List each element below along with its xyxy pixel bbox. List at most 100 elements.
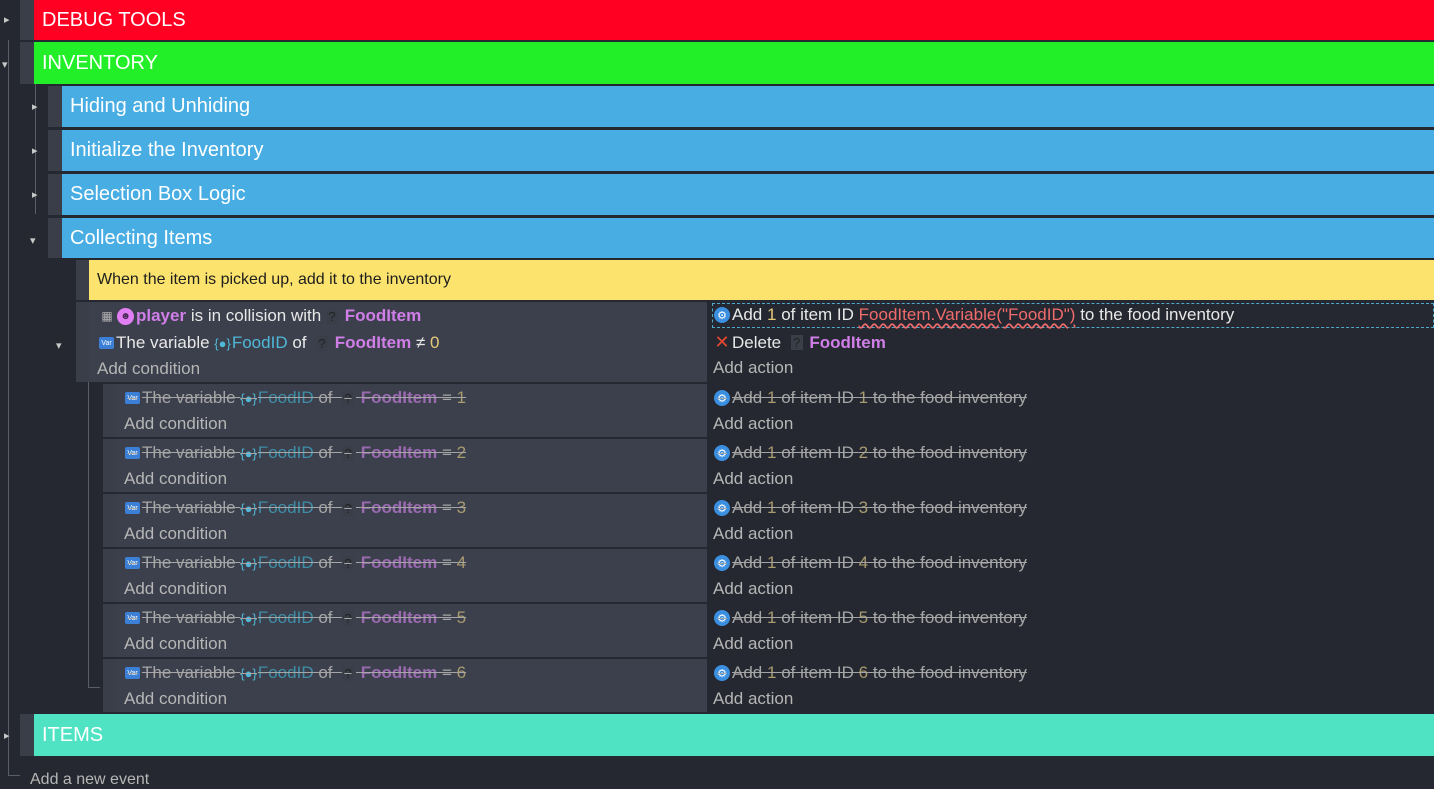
variable-brace-icon: {●} [240, 390, 257, 406]
action-text: of item ID [781, 443, 854, 462]
action-text: to the food inventory [872, 388, 1027, 407]
condition-variable-disabled[interactable]: Var The variable {●} FoodID of ? FoodIte… [125, 443, 466, 463]
object-name: FoodItem [360, 388, 438, 407]
expand-arrow-icon[interactable]: ▸ [4, 14, 10, 26]
group-inventory[interactable]: INVENTORY [34, 42, 1434, 84]
add-action-link[interactable]: Add action [713, 414, 794, 433]
action-add-item-disabled[interactable]: ⚙ Add 1 of item ID 6 to the food invento… [714, 663, 1027, 683]
condition-variable-disabled[interactable]: Var The variable {●} FoodID of ? FoodIte… [125, 498, 466, 518]
extension-gear-icon: ⚙ [714, 390, 730, 406]
group-label: Hiding and Unhiding [70, 95, 251, 117]
expand-arrow-icon[interactable]: ▸ [32, 189, 38, 201]
condition-variable-disabled[interactable]: Var The variable {●} FoodID of ? FoodIte… [125, 663, 466, 683]
add-condition-link[interactable]: Add condition [124, 524, 228, 543]
action-add-item[interactable]: ⚙ Add 1 of item ID FoodItem.Variable("Fo… [714, 305, 1234, 325]
action-text: to the food inventory [1080, 305, 1235, 324]
action-add-item-disabled[interactable]: ⚙ Add 1 of item ID 1 to the food invento… [714, 388, 1027, 408]
action-text: Add [732, 553, 763, 572]
value: 1 [766, 608, 777, 627]
action-add-item-disabled[interactable]: ⚙ Add 1 of item ID 5 to the food invento… [714, 608, 1027, 628]
condition-text: of [318, 498, 333, 517]
tree-line [88, 382, 89, 687]
value: 4 [456, 553, 467, 572]
extension-gear-icon: ⚙ [714, 610, 730, 626]
object-name: FoodItem [334, 333, 412, 352]
group-label: ITEMS [42, 723, 104, 746]
tree-line [35, 84, 36, 214]
event-gutter [103, 494, 116, 547]
add-action-link[interactable]: Add action [713, 634, 794, 653]
collapse-arrow-icon[interactable]: ▾ [30, 235, 36, 247]
event-gutter [103, 604, 116, 657]
add-condition-link[interactable]: Add condition [124, 469, 228, 488]
condition-variable-disabled[interactable]: Var The variable {●} FoodID of ? FoodIte… [125, 553, 466, 573]
operator: = [441, 608, 452, 627]
action-add-item-disabled[interactable]: ⚙ Add 1 of item ID 3 to the food invento… [714, 498, 1027, 518]
action-text: Add [732, 608, 763, 627]
add-action-link[interactable]: Add action [713, 689, 794, 708]
unknown-object-icon: ? [341, 555, 354, 571]
group-label: Initialize the Inventory [70, 139, 264, 161]
object-name: FoodItem [809, 332, 886, 352]
add-condition-link[interactable]: Add condition [124, 634, 228, 653]
value: 5 [456, 608, 467, 627]
event-gutter [103, 439, 116, 492]
sub-event-conditions: Var The variable {●} FoodID of ? FoodIte… [116, 384, 707, 437]
value: 6 [456, 663, 467, 682]
add-condition-link[interactable]: Add condition [124, 414, 228, 433]
unknown-object-icon: ? [341, 445, 354, 461]
event-gutter [76, 302, 89, 382]
add-action-link[interactable]: Add action [713, 524, 794, 543]
add-condition-link[interactable]: Add condition [97, 359, 201, 378]
add-condition-link[interactable]: Add condition [124, 579, 228, 598]
variable-brace-icon: {●} [214, 335, 231, 351]
condition-variable[interactable]: Var The variable {●} FoodID of ? FoodIte… [99, 333, 439, 353]
value: 3 [456, 498, 467, 517]
event-comment[interactable]: When the item is picked up, add it to th… [89, 260, 1434, 300]
sub-event-actions: ⚙ Add 1 of item ID 5 to the food invento… [707, 604, 1434, 657]
expand-arrow-icon[interactable]: ▸ [32, 145, 38, 157]
condition-variable-disabled[interactable]: Var The variable {●} FoodID of ? FoodIte… [125, 608, 466, 628]
action-text: to the food inventory [872, 663, 1027, 682]
condition-text: of [318, 608, 333, 627]
collapse-arrow-icon[interactable]: ▾ [56, 340, 62, 352]
value: 2 [858, 443, 869, 462]
action-delete[interactable]: ✕ Delete ? FoodItem [714, 332, 886, 353]
add-action-link[interactable]: Add action [713, 469, 794, 488]
condition-variable-disabled[interactable]: Var The variable {●} FoodID of ? FoodIte… [125, 388, 466, 408]
object-name: player [136, 306, 187, 325]
add-condition-link[interactable]: Add condition [124, 689, 228, 708]
action-text: Delete [732, 332, 782, 352]
collapse-arrow-icon[interactable]: ▾ [2, 59, 8, 71]
variable-icon: Var [125, 392, 140, 404]
action-add-item-disabled[interactable]: ⚙ Add 1 of item ID 4 to the food invento… [714, 553, 1027, 573]
group-label: Selection Box Logic [70, 183, 246, 205]
sub-event-conditions: Var The variable {●} FoodID of ? FoodIte… [116, 494, 707, 547]
condition-collision[interactable]: ▦ ☻ player is in collision with ? FoodIt… [99, 306, 421, 326]
add-action-link[interactable]: Add action [713, 579, 794, 598]
unknown-object-icon: ? [325, 308, 338, 324]
group-label: Collecting Items [70, 226, 213, 249]
value: 1 [766, 388, 777, 407]
group-collecting-items[interactable]: Collecting Items [62, 218, 1434, 258]
add-action-link[interactable]: Add action [713, 358, 794, 377]
object-name: FoodItem [360, 553, 438, 572]
object-name: FoodItem [344, 306, 422, 325]
group-selection-box-logic[interactable]: Selection Box Logic [62, 174, 1434, 215]
group-initialize-inventory[interactable]: Initialize the Inventory [62, 130, 1434, 171]
group-debug-tools[interactable]: DEBUG TOOLS [34, 0, 1434, 40]
add-new-event-link[interactable]: Add a new event [30, 771, 150, 788]
value: 1 [858, 388, 869, 407]
action-add-item-disabled[interactable]: ⚙ Add 1 of item ID 2 to the food invento… [714, 443, 1027, 463]
tree-line [88, 687, 100, 688]
action-text: Add [732, 388, 763, 407]
expand-arrow-icon[interactable]: ▸ [32, 101, 38, 113]
value: 2 [456, 443, 467, 462]
condition-text: The variable [142, 663, 236, 682]
group-items[interactable]: ITEMS [34, 714, 1434, 756]
expand-arrow-icon[interactable]: ▸ [4, 730, 10, 742]
group-hiding-unhiding[interactable]: Hiding and Unhiding [62, 86, 1434, 127]
condition-text: is in collision with [190, 306, 322, 325]
group-gutter [48, 218, 62, 258]
action-text: of item ID [781, 663, 854, 682]
